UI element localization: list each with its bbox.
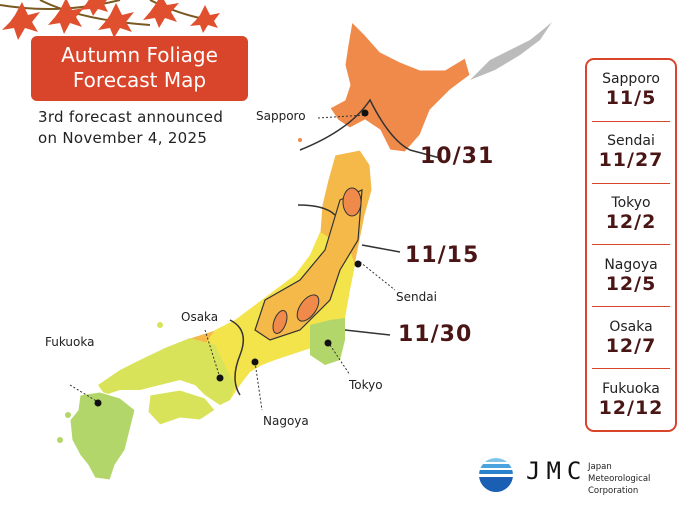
isolines: [229, 98, 441, 396]
city-date: 12/12: [598, 396, 664, 419]
osaka-dot: [216, 374, 224, 382]
forecast-osaka: Osaka 12/7: [592, 307, 670, 370]
title-line-1: Autumn Foliage: [61, 43, 218, 67]
city-date: 12/7: [605, 334, 657, 357]
label-tokyo: Tokyo: [349, 378, 383, 392]
city-name: Osaka: [609, 318, 653, 335]
subtitle-line-2: on November 4, 2025: [38, 129, 208, 147]
subtitle-line-1: 3rd forecast announced: [38, 108, 224, 126]
label-nagoya: Nagoya: [263, 414, 309, 428]
forecast-sapporo: Sapporo 11/5: [592, 60, 670, 122]
city-name: Sendai: [607, 133, 655, 150]
forecast-fukuoka: Fukuoka 12/12: [592, 369, 670, 430]
jmc-logo: JMC Japan Meteorological Corporation: [476, 455, 676, 497]
forecast-sendai: Sendai 11/27: [592, 122, 670, 184]
label-fukuoka: Fukuoka: [45, 335, 95, 349]
label-sendai: Sendai: [396, 290, 437, 304]
subtitle: 3rd forecast announced on November 4, 20…: [38, 107, 223, 149]
city-name: Tokyo: [611, 195, 651, 212]
nagoya-dot: [251, 358, 259, 366]
sapporo-dot: [361, 109, 369, 117]
city-name: Nagoya: [604, 256, 658, 273]
forecast-panel: Sapporo 11/5 Sendai 11/27 Tokyo 12/2 Nagoya…: [585, 58, 677, 432]
sendai-dot: [354, 260, 362, 268]
city-date: 12/2: [605, 211, 657, 234]
city-name: Fukuoka: [602, 380, 660, 397]
isoline-label-1130: 11/30: [398, 322, 473, 347]
logo-corporation: Japan Meteorological Corporation: [588, 461, 676, 497]
tokyo-dot: [324, 339, 332, 347]
kyushu: [69, 391, 136, 481]
forecast-nagoya: Nagoya 12/5: [592, 245, 670, 308]
isoline-label-1031: 10/31: [420, 144, 495, 169]
hokkaido: [329, 20, 471, 153]
title-banner: Autumn Foliage Forecast Map: [31, 36, 248, 101]
kuril-islands: [470, 22, 552, 80]
title-line-2: Forecast Map: [72, 68, 207, 92]
label-sapporo: Sapporo: [256, 109, 306, 123]
city-name: Sapporo: [602, 71, 660, 88]
city-date: 12/5: [605, 272, 657, 295]
logo-line-1: Japan Meteorological: [588, 462, 651, 484]
isoline-label-1115: 11/15: [405, 243, 480, 268]
shikoku: [147, 389, 216, 426]
logo-brand: JMC: [526, 457, 588, 485]
zone-later: [98, 338, 235, 405]
maple-leaves-decoration: [0, 0, 220, 40]
zone-mid-inner: [254, 189, 363, 341]
forecast-tokyo: Tokyo 12/2: [592, 184, 670, 246]
city-date: 11/5: [605, 87, 657, 110]
city-date: 11/27: [598, 149, 664, 172]
logo-line-2: Corporation: [588, 486, 639, 496]
label-osaka: Osaka: [181, 310, 219, 324]
globe-logo-icon: [479, 458, 513, 492]
fukuoka-dot: [94, 399, 102, 407]
